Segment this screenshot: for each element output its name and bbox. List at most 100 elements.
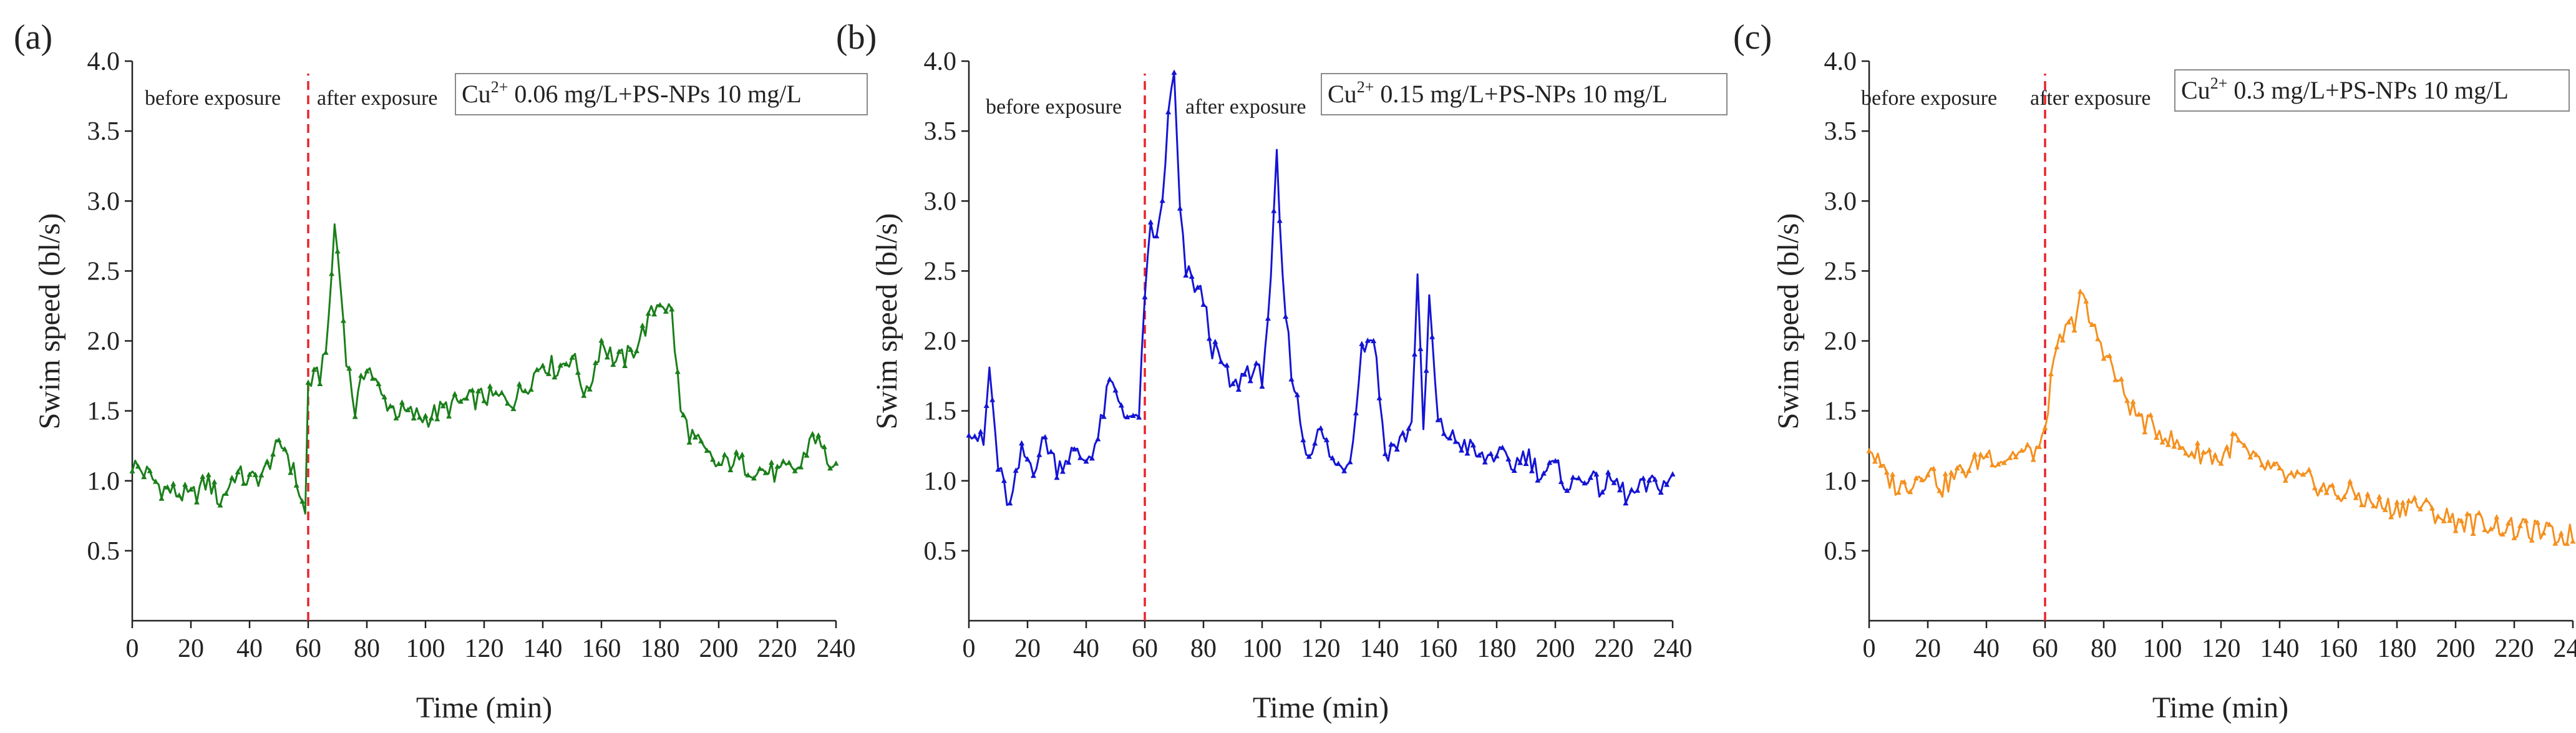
- data-point-a: [305, 379, 311, 385]
- data-point-b: [1323, 437, 1329, 442]
- data-point-c: [2323, 490, 2330, 495]
- x-tick-label-c: 20: [1915, 634, 1941, 663]
- x-tick-label-b: 60: [1132, 634, 1158, 663]
- data-point-a: [258, 472, 265, 478]
- data-point-c: [2200, 449, 2207, 455]
- data-point-b: [1030, 472, 1036, 478]
- x-tick-label-a: 60: [295, 634, 321, 663]
- data-point-c: [1989, 462, 1995, 467]
- data-point-a: [769, 459, 775, 465]
- data-point-b: [1183, 272, 1189, 278]
- x-tick-label-b: 120: [1301, 634, 1341, 663]
- x-tick-label-a: 0: [126, 634, 139, 663]
- data-point-b: [966, 432, 972, 438]
- y-axis-label-b: Swim speed (bl/s): [870, 213, 903, 430]
- data-point-b: [1171, 69, 1177, 75]
- y-tick-label-b: 0.5: [924, 537, 957, 566]
- data-point-c: [2347, 478, 2353, 484]
- data-point-b: [1371, 337, 1377, 344]
- data-point-c: [2546, 522, 2552, 527]
- data-point-c: [2101, 355, 2107, 361]
- data-point-b: [1658, 489, 1664, 495]
- data-point-a: [821, 444, 827, 449]
- data-point-b: [1611, 480, 1617, 485]
- data-point-c: [2042, 425, 2048, 430]
- data-point-b: [1001, 477, 1007, 483]
- data-point-c: [1983, 452, 1990, 459]
- data-point-a: [657, 302, 663, 308]
- data-point-b: [1664, 482, 1670, 487]
- data-point-b: [1576, 475, 1582, 481]
- x-tick-label-b: 200: [1536, 634, 1575, 663]
- data-point-b: [1195, 284, 1201, 290]
- data-point-c: [2271, 460, 2277, 467]
- data-point-a: [352, 414, 358, 419]
- x-tick-label-a: 240: [817, 634, 856, 663]
- data-point-a: [681, 412, 687, 417]
- data-point-b: [1400, 429, 1406, 435]
- data-point-b: [1112, 387, 1119, 393]
- data-point-a: [417, 414, 423, 420]
- data-point-a: [241, 480, 247, 486]
- data-point-b: [1288, 376, 1295, 382]
- data-point-b: [1253, 360, 1260, 366]
- data-point-b: [1535, 477, 1541, 483]
- data-point-c: [2171, 443, 2177, 449]
- data-point-a: [669, 306, 675, 312]
- data-point-b: [1177, 205, 1183, 211]
- data-point-b: [1024, 456, 1031, 462]
- x-tick-label-c: 180: [2378, 634, 2417, 663]
- data-point-a: [164, 484, 170, 490]
- x-tick-label-a: 20: [178, 634, 204, 663]
- data-point-c: [2282, 477, 2288, 483]
- y-tick-label-c: 4.0: [1824, 47, 1857, 76]
- data-point-c: [1971, 451, 1978, 457]
- data-point-a: [563, 361, 570, 367]
- data-point-b: [1165, 109, 1172, 115]
- data-point-a: [581, 392, 587, 398]
- data-point-c: [1995, 461, 2001, 467]
- data-point-c: [1954, 465, 1960, 470]
- data-point-a: [229, 474, 235, 480]
- data-point-c: [2253, 452, 2259, 457]
- data-point-b: [1635, 487, 1641, 493]
- data-point-b: [1552, 458, 1558, 464]
- data-point-b: [1499, 444, 1505, 450]
- data-point-a: [651, 311, 658, 317]
- data-point-c: [2435, 513, 2441, 519]
- data-point-a: [387, 403, 394, 409]
- data-point-c: [2429, 505, 2435, 511]
- data-point-c: [2353, 495, 2359, 500]
- data-point-c: [2136, 411, 2142, 417]
- data-point-c: [2341, 493, 2347, 499]
- data-point-c: [2118, 376, 2124, 382]
- data-point-b: [1482, 459, 1488, 465]
- data-point-b: [1452, 439, 1459, 444]
- data-point-b: [1570, 474, 1576, 480]
- data-point-b: [1640, 475, 1646, 481]
- data-point-b: [1154, 233, 1160, 239]
- data-point-b: [1054, 474, 1060, 480]
- data-point-b: [1394, 446, 1400, 452]
- data-point-c: [2247, 454, 2253, 460]
- data-point-b: [1271, 208, 1277, 213]
- data-point-b: [1107, 376, 1113, 382]
- data-point-b: [1459, 447, 1465, 453]
- x-tick-label-a: 100: [406, 634, 445, 663]
- x-tick-label-c: 0: [1863, 634, 1876, 663]
- data-point-a: [376, 381, 382, 386]
- data-point-b: [1083, 458, 1089, 464]
- after-exposure-label-c: after exposure: [2030, 87, 2151, 110]
- x-tick-label-b: 140: [1360, 634, 1399, 663]
- data-point-a: [704, 447, 710, 453]
- data-point-a: [170, 480, 177, 487]
- data-point-c: [2558, 530, 2564, 536]
- data-point-a: [246, 471, 253, 477]
- data-point-b: [1587, 474, 1593, 480]
- data-point-b: [1517, 460, 1524, 465]
- data-point-a: [540, 362, 546, 368]
- data-point-a: [440, 403, 446, 409]
- data-point-a: [323, 349, 329, 355]
- chart-panel-b: (b) Swim speed (bl/s) Time (min) before …: [836, 18, 1728, 724]
- y-tick-label-b: 3.5: [924, 117, 957, 146]
